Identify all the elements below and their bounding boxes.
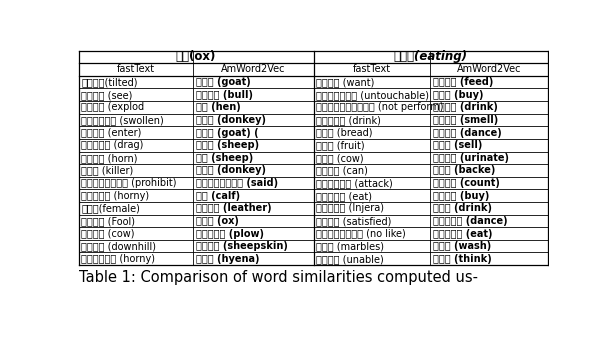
Text: ፋንገድ(tilted): ፋንገድ(tilted)	[82, 77, 138, 87]
Text: Table 1: Comparison of word similarities computed us-: Table 1: Comparison of word similarities…	[79, 270, 478, 286]
Text: ሜሽናት (urinate): ሜሽናት (urinate)	[432, 153, 509, 163]
Text: ሜደንስ (dance): ሜደንስ (dance)	[432, 128, 501, 138]
Bar	[79, 51, 548, 265]
Text: ትሳምፅ (cow): ትሳምፅ (cow)	[82, 228, 135, 238]
Text: ይዾንዳ (explod: ይዾንዳ (explod	[82, 103, 145, 112]
Text: ካርኙ (killer): ካርኙ (killer)	[82, 165, 134, 175]
Text: ሜጸረ (backe): ሜጸረ (backe)	[432, 165, 495, 175]
Text: ሜተማትኛ (drink): ሜተማትኛ (drink)	[317, 115, 381, 125]
Text: ለሜበሳት (eat): ለሜበሳት (eat)	[432, 228, 492, 238]
Text: አትኪለከለወት (prohibit): አትኪለከለወት (prohibit)	[82, 178, 177, 188]
Text: AmWord2Vec: AmWord2Vec	[221, 64, 285, 75]
Text: fastText: fastText	[353, 64, 391, 75]
Text: ድሮ (hen): ድሮ (hen)	[196, 103, 241, 112]
Text: ለምዱን (sheepskin): ለምዱን (sheepskin)	[196, 241, 288, 251]
Text: ማተበ (wash): ማተበ (wash)	[432, 241, 491, 251]
Text: ቀንዳምን (horny): ቀንዳምን (horny)	[82, 191, 149, 201]
Text: ሜቀካ዆ር (dance): ሜቀካ዆ር (dance)	[432, 216, 508, 226]
Text: ቀዳወን (leather): ቀዳወን (leather)	[196, 203, 272, 213]
Text: ወይይን (bull): ወይይን (bull)	[196, 90, 253, 100]
Text: ትስት(female): ትስት(female)	[82, 203, 140, 213]
Text: ሜመገበ (feed): ሜመገበ (feed)	[432, 77, 493, 87]
Text: ሜቀጠለ (count): ሜቀጠለ (count)	[432, 178, 500, 188]
Text: በጨ (sheep): በጨ (sheep)	[196, 153, 254, 163]
Text: ሜበት(eating): ሜበት(eating)	[394, 50, 468, 63]
Text: የበይ (marbles): የበይ (marbles)	[317, 241, 384, 251]
Text: ሰንጸ (ox): ሰንጸ (ox)	[196, 216, 239, 226]
Text: ማስበ (think): ማስበ (think)	[432, 254, 492, 264]
Text: fastText: fastText	[117, 64, 155, 75]
Text: ካማርት (want): ካማርት (want)	[317, 77, 375, 87]
Text: ጀጉ (calf): ጀጉ (calf)	[196, 191, 240, 201]
Text: ሰያርስን (plow): ሰያርስን (plow)	[196, 228, 264, 238]
Text: ሜጀነበ (satisfied): ሜጀነበ (satisfied)	[317, 216, 392, 226]
Text: ሜጫት (buy): ሜጫት (buy)	[432, 90, 483, 100]
Text: ዮምቻለ (can): ዮምቻለ (can)	[317, 165, 368, 175]
Text: አዮህኛ (see): አዮህኛ (see)	[82, 90, 133, 100]
Text: ፍየለ (goat): ፍየለ (goat)	[196, 77, 251, 87]
Text: ያበተምዘት (swollen): ያበተምዘት (swollen)	[82, 115, 164, 125]
Text: ለሚየታት (drag): ለሚየታት (drag)	[82, 140, 144, 150]
Text: በለፌ (donkey): በለፌ (donkey)	[196, 115, 267, 125]
Text: ሜበሳትኛ (eat): ሜበሳትኛ (eat)	[317, 191, 373, 201]
Text: ባለገበ (enter): ባለገበ (enter)	[82, 128, 142, 138]
Text: 話ብን (bread): 話ብን (bread)	[317, 128, 373, 138]
Text: በማጀ፣ትኛ (attack): በማጀ፣ትኛ (attack)	[317, 178, 393, 188]
Text: አብያ (donkey): አብያ (donkey)	[196, 165, 267, 175]
Text: ማሽትት (smell): ማሽትት (smell)	[432, 115, 498, 125]
Text: ሜካት (goat) (: ሜካት (goat) (	[196, 128, 259, 138]
Text: አእንነሮ (Injera): አእንነሮ (Injera)	[317, 203, 384, 213]
Text: አንካሉ (Fool): አንካሉ (Fool)	[82, 216, 135, 226]
Text: ሜሽጀ (sell): ሜሽጀ (sell)	[432, 140, 482, 150]
Text: AmWord2Vec: AmWord2Vec	[457, 64, 521, 75]
Text: ሳምኛ (cow): ሳምኛ (cow)	[317, 153, 364, 163]
Text: ማተማት (drink): ማተማት (drink)	[432, 103, 498, 112]
Text: ገደሉን (downhill): ገደሉን (downhill)	[82, 241, 156, 251]
Text: በነኛ (sheep): በነኛ (sheep)	[196, 140, 259, 150]
Text: ቀንዱን (horn): ቀንዱን (horn)	[82, 153, 138, 163]
Text: አንደማይወደስ (no like): አንደማይወደስ (no like)	[317, 228, 406, 238]
Text: ለቀንዳምፅ (horny): ለቀንዳምፅ (horny)	[82, 254, 156, 264]
Text: ሜሽመት (buy): ሜሽመት (buy)	[432, 191, 489, 201]
Text: ብረ(ox): ብረ(ox)	[176, 50, 217, 63]
Text: ፍርኛ (fruit): ፍርኛ (fruit)	[317, 140, 365, 150]
Text: አይከነወግንትምፅ (not perform): አይከነወግንትምፅ (not perform)	[317, 103, 444, 112]
Text: ጀብበ (hyena): ጀብበ (hyena)	[196, 254, 260, 264]
Text: ሜጸት (drink): ሜጸት (drink)	[432, 203, 492, 213]
Text: ዮኀትን (unable): ዮኀትን (unable)	[317, 254, 384, 264]
Text: አደትነገሬወት (said): አደትነገሬወት (said)	[196, 178, 278, 188]
Text: አይደፌርምፅ (untouchable): አይደፌርምፅ (untouchable)	[317, 90, 429, 100]
